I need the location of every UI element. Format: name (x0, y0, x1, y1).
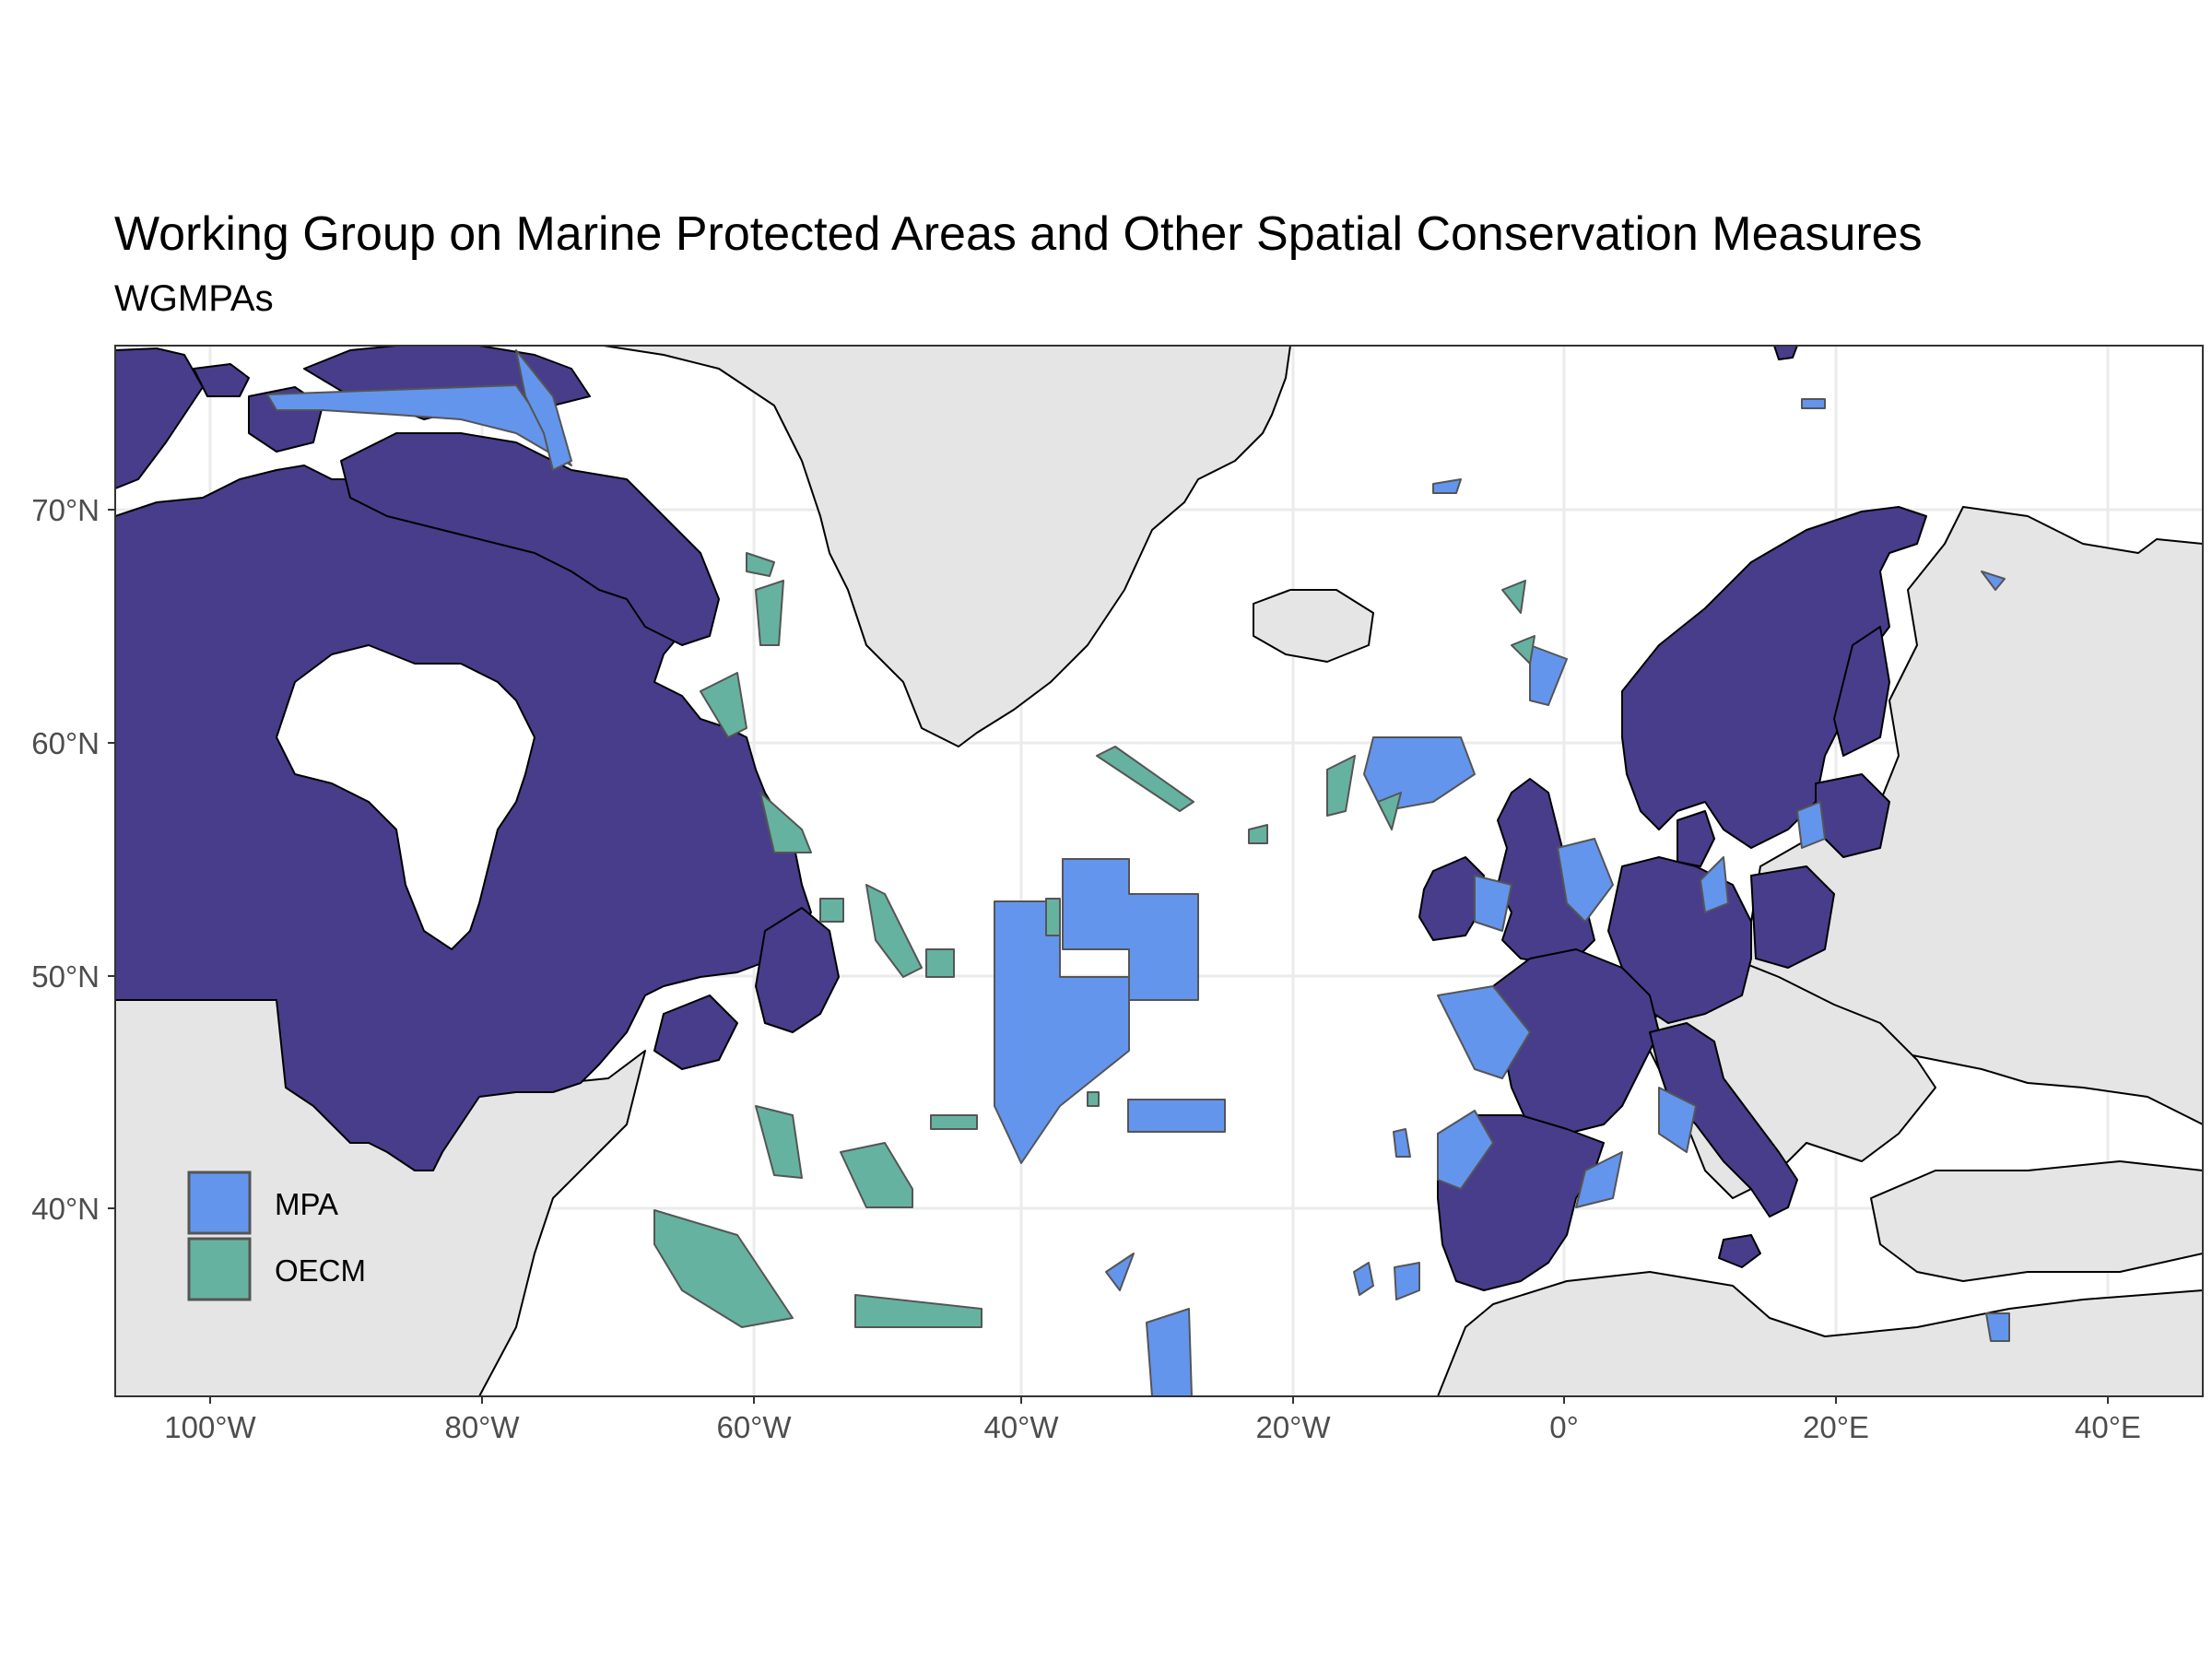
y-tick-label: 40°N (31, 1192, 100, 1226)
oecm-polygon (1096, 746, 1194, 812)
turkey-land (1870, 1160, 2203, 1282)
greenland-land (603, 346, 1291, 747)
baffin-island (340, 432, 720, 646)
x-tick-label: 0° (1549, 1410, 1579, 1444)
legend-key-mpa (187, 1171, 252, 1235)
x-tick-label: 20°E (1803, 1410, 1869, 1444)
legend: MPA OECM (187, 1171, 366, 1301)
mpa-polygon (1432, 478, 1462, 494)
mpa-polygon (1985, 1312, 2010, 1342)
map-subtitle: WGMPAs (114, 278, 274, 319)
newfoundland (755, 907, 840, 1033)
mpa-polygon (1801, 398, 1826, 409)
oecm-polygon (819, 898, 844, 923)
axis-ticks (108, 509, 2109, 1404)
mpa-polygon (1437, 985, 1531, 1079)
arctic-islands-west (115, 347, 204, 489)
oecm-polygon (854, 1294, 982, 1328)
oecm-polygon (1326, 755, 1356, 817)
oecm-polygon (1511, 635, 1535, 665)
mpa-polygon (1353, 1262, 1374, 1296)
oecm-polygon (1045, 898, 1061, 936)
mpa-polygon (1393, 1128, 1411, 1158)
svalbard-fragment (1773, 346, 1798, 360)
oecm-polygon (930, 1114, 978, 1130)
y-tick-label: 60°N (31, 726, 100, 760)
finland (1833, 626, 1890, 757)
legend-label-oecm: OECM (275, 1253, 366, 1288)
oecm-polygon (700, 672, 747, 738)
y-tick-label: 70°N (31, 493, 100, 527)
panel-border (114, 345, 2204, 1397)
oecm-polygon (755, 1105, 803, 1179)
oecm-polygon (1501, 580, 1526, 614)
x-tick-label: 100°W (164, 1410, 256, 1444)
mpa-polygon (1981, 571, 2006, 591)
mpa-polygon (1062, 858, 1199, 1001)
y-axis-labels: 70°N 60°N 50°N 40°N (31, 493, 100, 1226)
x-tick-label: 60°W (716, 1410, 792, 1444)
hudson-bay-water (276, 644, 535, 950)
mpa-polygon (1474, 875, 1512, 932)
north-africa-land (1437, 1271, 2203, 1396)
poland (1750, 865, 1835, 969)
mpa-polygon (1437, 1110, 1494, 1190)
ireland (1418, 856, 1485, 941)
sicily (1718, 1234, 1761, 1268)
oecm-polygon (759, 792, 812, 853)
mpa-polygon (1557, 838, 1614, 923)
mpa-polygon (1658, 1087, 1697, 1153)
mpa-polygon (1529, 644, 1568, 706)
mpa-polygon (1575, 1151, 1623, 1208)
mpa-polygon (1394, 1262, 1420, 1300)
oecm-polygon (865, 884, 923, 978)
y-tick-label: 50°N (31, 959, 100, 994)
mpa-polygon (1127, 1099, 1226, 1133)
mpa-polygon (1146, 1308, 1193, 1396)
arctic-island-small (193, 363, 250, 397)
oecm-polygon (1377, 792, 1402, 830)
mpa-layer (266, 349, 2010, 1396)
iceland-land (1253, 589, 1374, 663)
mpa-polygon (1105, 1253, 1135, 1291)
france (1492, 948, 1660, 1135)
oecm-polygon (653, 1209, 794, 1328)
x-tick-label: 40°E (2075, 1410, 2141, 1444)
ices-member-land (115, 346, 1927, 1291)
legend-label-mpa: MPA (275, 1187, 338, 1221)
oecm-polygon (1087, 1091, 1100, 1107)
x-tick-label: 40°W (983, 1410, 1059, 1444)
oecm-polygon (755, 580, 784, 646)
oecm-polygon (746, 552, 775, 577)
oecm-polygon (1248, 824, 1268, 844)
denmark (1677, 810, 1715, 867)
legend-key-oecm (187, 1237, 252, 1301)
map-title: Working Group on Marine Protected Areas … (114, 207, 1923, 261)
oecm-polygon (840, 1142, 913, 1208)
mpa-polygon (1796, 801, 1826, 849)
mpa-polygon (1363, 736, 1476, 812)
nova-scotia (653, 994, 738, 1070)
x-tick-label: 20°W (1255, 1410, 1331, 1444)
x-axis-labels: 100°W 80°W 60°W 40°W 20°W 0° 20°E 40°E (164, 1410, 2141, 1444)
mpa-polygon (1700, 856, 1729, 913)
mpa-polygon (515, 349, 572, 471)
x-tick-label: 80°W (444, 1410, 520, 1444)
oecm-polygon (925, 948, 955, 978)
oecm-layer (653, 552, 1535, 1328)
